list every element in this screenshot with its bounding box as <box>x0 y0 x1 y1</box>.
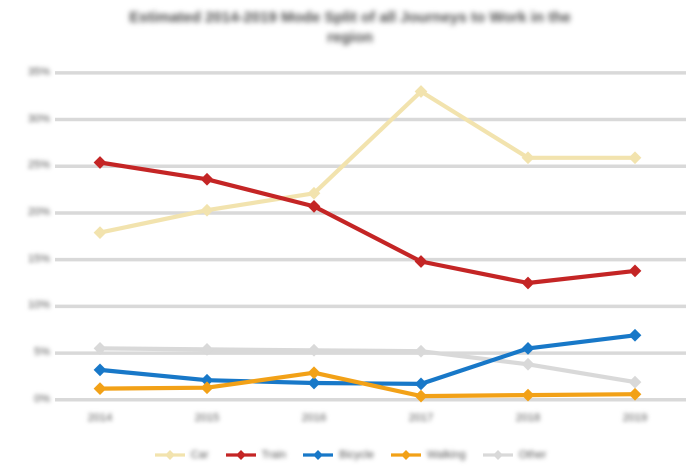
x-axis-tick-label: 2015 <box>194 412 220 424</box>
series-line-bicycle <box>97 333 638 386</box>
data-point-marker <box>414 377 428 391</box>
data-point-marker <box>307 186 321 200</box>
data-point-marker <box>307 200 321 213</box>
data-point-marker <box>521 357 535 371</box>
y-axis-tick-label: 25% <box>27 159 50 172</box>
data-point-marker <box>200 172 214 186</box>
series-line-train <box>97 160 638 286</box>
data-point-marker <box>521 276 535 290</box>
data-point-marker <box>307 343 321 357</box>
x-axis-tick-label: 2017 <box>408 412 434 424</box>
data-point-marker <box>414 255 428 268</box>
data-point-marker <box>307 366 321 380</box>
data-point-marker <box>628 151 642 165</box>
chart-title: Estimated 2014-2019 Mode Split of all Jo… <box>40 8 660 48</box>
series-line-walking <box>97 370 638 399</box>
data-point-marker <box>200 373 214 387</box>
data-point-marker <box>628 375 642 389</box>
legend-swatch-marker <box>164 450 175 460</box>
y-axis-tick-label: 15% <box>27 252 50 265</box>
legend-swatch-icon <box>391 450 421 460</box>
chart-legend: Car Train Bicycle Walking Other <box>0 449 700 461</box>
data-point-marker <box>628 264 642 278</box>
legend-label: Walking <box>427 449 466 461</box>
chart-title-line1: Estimated 2014-2019 Mode Split of all Jo… <box>129 9 571 26</box>
data-point-marker <box>414 344 428 358</box>
legend-item-other[interactable]: Other <box>482 449 547 461</box>
legend-item-train[interactable]: Train <box>225 449 287 461</box>
legend-swatch-marker <box>401 450 411 460</box>
legend-item-walking[interactable]: Walking <box>390 449 466 461</box>
legend-swatch-icon <box>482 450 513 460</box>
chart-title-line2: region <box>327 29 373 46</box>
legend-item-bicycle[interactable]: Bicycle <box>302 449 374 461</box>
x-axis-tick-label: 2016 <box>301 412 327 424</box>
y-axis-tick-label: 30% <box>27 112 50 125</box>
y-axis-tick-label: 20% <box>27 205 50 218</box>
data-point-marker <box>93 363 107 377</box>
x-axis-tick-label: 2019 <box>622 412 648 424</box>
x-axis-tick-label: 2014 <box>87 412 113 424</box>
y-axis-tick-label: 5% <box>34 346 50 359</box>
data-point-marker <box>200 381 214 395</box>
series-line-car <box>97 89 638 235</box>
legend-swatch-icon <box>154 450 185 460</box>
data-point-marker <box>93 342 107 355</box>
data-point-marker <box>93 382 107 395</box>
legend-label: Train <box>261 449 287 461</box>
legend-swatch-marker <box>313 450 324 460</box>
legend-swatch-marker <box>492 450 503 460</box>
data-point-marker <box>200 203 214 217</box>
legend-label: Car <box>190 449 209 461</box>
data-point-marker <box>93 156 107 169</box>
y-axis-tick-label: 10% <box>27 299 50 312</box>
legend-swatch-icon <box>303 450 334 460</box>
data-point-marker <box>414 85 428 98</box>
legend-swatch-icon <box>225 450 256 460</box>
x-axis-tick-label: 2018 <box>515 412 541 424</box>
data-point-marker <box>93 226 107 239</box>
legend-swatch-marker <box>235 450 246 460</box>
series-line-other <box>97 346 638 385</box>
data-point-marker <box>307 376 321 390</box>
legend-label: Other <box>518 449 547 461</box>
data-point-marker <box>200 343 214 356</box>
legend-item-car[interactable]: Car <box>154 449 209 461</box>
data-point-marker <box>414 389 428 403</box>
legend-label: Bicycle <box>339 449 374 461</box>
y-axis-tick-label: 0% <box>34 392 50 405</box>
y-axis-tick-label: 35% <box>27 65 50 78</box>
data-point-marker <box>628 328 642 342</box>
